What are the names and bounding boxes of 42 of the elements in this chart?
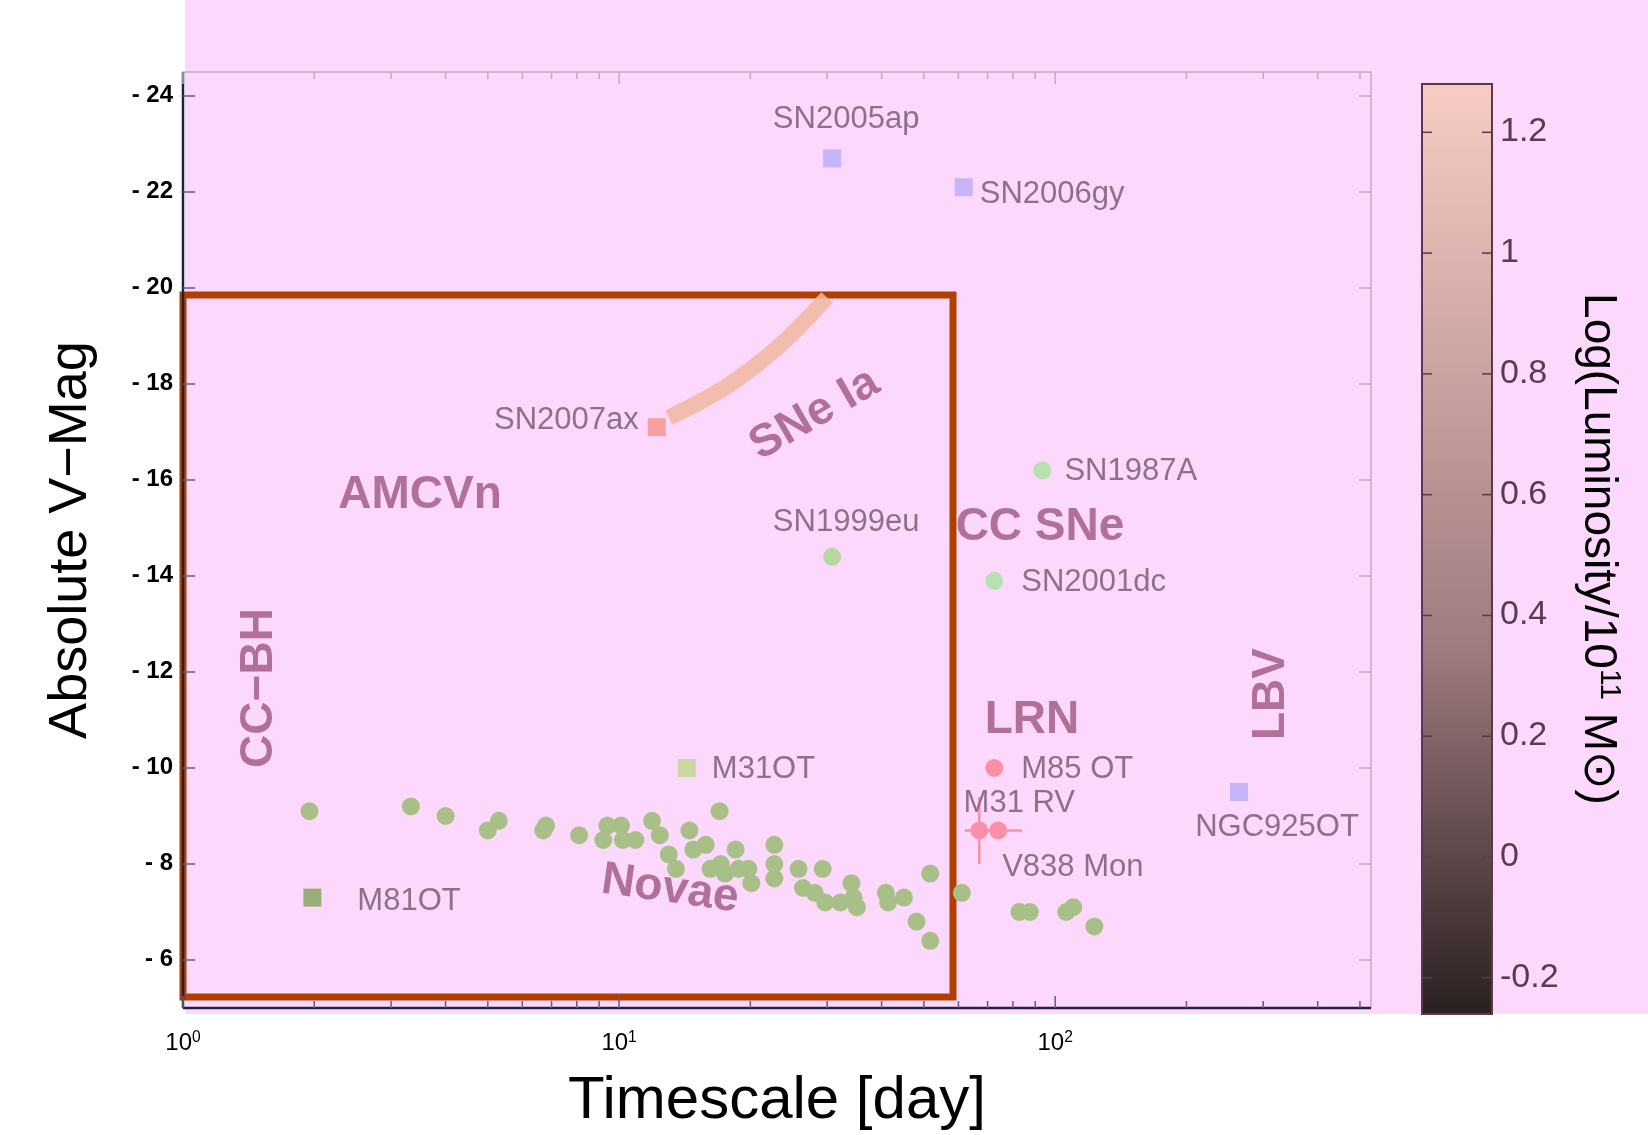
y-tick-label: - 22: [131, 176, 173, 204]
series-label: M31OT: [711, 750, 816, 785]
series-label: M31 RV: [963, 784, 1076, 820]
y-tick-label: - 6: [144, 944, 173, 972]
y-tick-label: - 10: [131, 752, 173, 780]
y-tick-label: - 16: [131, 464, 173, 492]
y-tick-label: - 14: [131, 560, 174, 588]
series-label: SN1987A: [1064, 452, 1198, 488]
x-tick-label: 10$^{1}$: [601, 1027, 637, 1055]
annotation: LBV: [1242, 647, 1295, 740]
series-label: NGC925OT: [1195, 808, 1359, 843]
y-tick-label: - 24: [131, 80, 174, 108]
annotation: SNe Ia: [739, 353, 888, 470]
series-label: SN2005ap: [772, 100, 920, 136]
series-label: V838 Mon: [1002, 848, 1144, 884]
annotation: CC SNe: [955, 498, 1125, 551]
color-bar-label: 1: [1500, 231, 1519, 270]
y-tick-label: - 20: [131, 272, 173, 300]
color-bar-label: -0.2: [1500, 955, 1559, 994]
series-label: M85 OT: [1021, 750, 1134, 785]
y-axis-title: Absolute V−Mag: [37, 341, 97, 739]
annotation: CC−BH: [230, 608, 283, 768]
color-bar-label: 1.2: [1500, 110, 1548, 149]
color-bar-label: 0.4: [1500, 593, 1548, 632]
x-tick-label: 10$^{0}$: [165, 1027, 202, 1055]
series-label: SN1999eu: [772, 502, 920, 538]
series-label: SN2007ax: [493, 401, 640, 437]
x-tick-label: 10$^{2}$: [1037, 1027, 1073, 1055]
y-tick-label: - 18: [131, 368, 173, 396]
color-bar-label: 0.2: [1500, 714, 1548, 753]
color-bar-label: 0.8: [1500, 351, 1548, 390]
color-bar-label: 0.6: [1500, 472, 1548, 511]
series-label: SN2001dc: [1021, 562, 1167, 598]
x-axis-title: Timescale [day]: [568, 1064, 986, 1131]
series-label: M81OT: [357, 881, 461, 917]
annotation: Novae: [598, 850, 743, 922]
series-label: SN2006gy: [979, 175, 1125, 211]
annotation: LRN: [984, 691, 1080, 744]
annotation: AMCVn: [338, 466, 502, 519]
y-tick-label: - 12: [131, 656, 173, 684]
y-tick-label: - 8: [144, 848, 173, 876]
color-bar-label: 0: [1500, 834, 1519, 873]
